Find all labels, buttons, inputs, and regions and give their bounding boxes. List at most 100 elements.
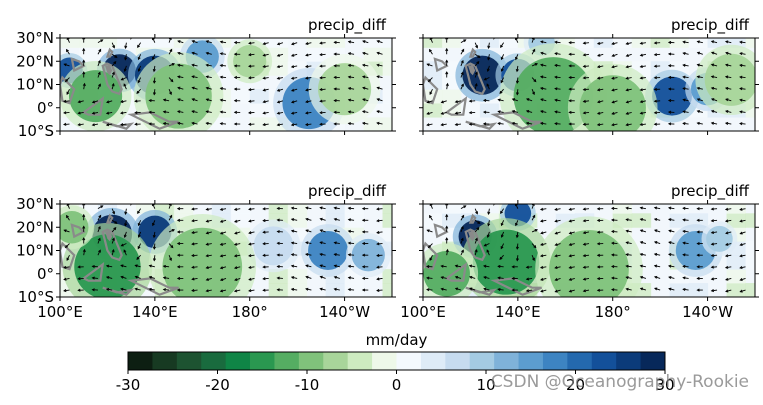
- colorbar-segment: [152, 352, 178, 370]
- map-panel-1: precip_diff 30°N 20°N 10°N 0° 10°S: [16, 16, 396, 140]
- wind-vector-head: [540, 51, 544, 55]
- wind-vector-head: [171, 63, 175, 66]
- field-cell: [423, 38, 443, 48]
- wind-vector-head: [668, 241, 672, 245]
- wind-vector-head: [725, 110, 729, 114]
- wind-vector-head: [134, 99, 138, 103]
- wind-vector-head: [333, 287, 337, 291]
- wind-vector-head: [653, 217, 658, 222]
- wind-vector-head: [305, 76, 309, 80]
- wind-vector-head: [333, 40, 337, 44]
- wind-vector-head: [248, 265, 252, 269]
- wind-vector-head: [426, 229, 430, 233]
- wind-vector-head: [739, 98, 743, 102]
- wind-vector-head: [361, 265, 366, 269]
- wind-vector-head: [696, 109, 700, 113]
- wind-vector-head: [654, 287, 658, 291]
- wind-vector-head: [625, 100, 629, 104]
- wind-vector-head: [710, 289, 715, 293]
- wind-vector-head: [696, 75, 700, 79]
- field-cell: [382, 227, 392, 242]
- wind-vector-head: [63, 289, 67, 293]
- wind-vector-head: [248, 53, 252, 57]
- wind-vector-head: [114, 54, 118, 58]
- wind-vector-head: [248, 111, 252, 115]
- wind-vector-head: [596, 111, 601, 115]
- wind-vector-head: [77, 111, 81, 115]
- wind-vector-head: [376, 253, 380, 258]
- wind-vector-head: [539, 75, 544, 79]
- wind-vector-head: [696, 51, 701, 55]
- coastline: [70, 223, 86, 239]
- wind-vector-head: [63, 99, 67, 103]
- wind-vector-head: [152, 80, 156, 84]
- field-cell: [382, 103, 392, 118]
- wind-vector-head: [611, 54, 615, 57]
- wind-vector-head: [137, 44, 140, 49]
- wind-vector-head: [333, 122, 337, 126]
- wind-vector-head: [611, 88, 615, 92]
- wind-vector-head: [668, 218, 672, 222]
- field-cell: [631, 213, 652, 228]
- wind-vector-head: [233, 87, 238, 91]
- wind-vector-head: [445, 47, 449, 52]
- wind-vector-head: [682, 253, 686, 257]
- wind-vector-head: [611, 123, 615, 127]
- wind-vector-head: [668, 287, 672, 291]
- lon-tick-label: 140°E: [132, 303, 178, 321]
- colorbar-segment: [274, 352, 300, 370]
- field-cell: [363, 38, 384, 48]
- wind-vector-head: [482, 122, 487, 126]
- wind-vector-head: [137, 222, 141, 227]
- wind-vector-head: [176, 276, 181, 280]
- wind-vector-head: [429, 48, 432, 53]
- coastline: [465, 286, 498, 296]
- wind-vector-head: [515, 246, 519, 250]
- wind-vector-head: [682, 40, 686, 44]
- wind-vector-head: [483, 77, 487, 81]
- wind-vector-head: [667, 64, 672, 68]
- wind-vector-head: [532, 48, 536, 52]
- colorbar-segment: [372, 352, 397, 370]
- wind-vector-head: [515, 222, 518, 227]
- wind-vector-head: [460, 59, 464, 64]
- field-cell: [249, 89, 270, 104]
- map-field: [60, 204, 392, 297]
- lon-tick-label: 140°W: [682, 303, 733, 321]
- field-cell: [325, 204, 346, 214]
- wind-vector-head: [205, 63, 209, 67]
- field-cell: [287, 213, 308, 228]
- wind-vector-head: [333, 52, 337, 56]
- field-cell: [593, 38, 614, 48]
- wind-vector-head: [475, 45, 479, 49]
- wind-vector-head: [596, 218, 601, 222]
- wind-vector-head: [445, 213, 449, 218]
- wind-vector-head: [91, 123, 95, 127]
- wind-vector-head: [333, 206, 337, 210]
- wind-vector-head: [123, 83, 127, 87]
- wind-vector-head: [525, 121, 530, 125]
- wind-vector-head: [276, 276, 280, 280]
- wind-vector-head: [483, 276, 487, 280]
- wind-vector-head: [347, 288, 351, 292]
- wind-vector-head: [429, 204, 433, 206]
- wind-vector-head: [162, 264, 167, 268]
- coastline: [490, 111, 542, 130]
- wind-vector-head: [725, 277, 729, 281]
- wind-vector-head: [534, 229, 538, 232]
- lat-tick-label: 20°N: [16, 218, 54, 236]
- coastline: [465, 120, 498, 130]
- precip-anomaly: [308, 230, 348, 271]
- coastline: [444, 261, 468, 282]
- colorbar-segment: [347, 352, 373, 370]
- wind-vector-head: [361, 276, 366, 280]
- wind-vector-head: [305, 241, 309, 245]
- wind-vector-head: [539, 254, 544, 258]
- wind-vector-head: [582, 277, 587, 281]
- wind-vector-head: [134, 264, 138, 268]
- coastline: [423, 241, 439, 271]
- wind-vector-head: [98, 83, 101, 87]
- wind-vector-head: [205, 289, 209, 293]
- field-cell: [441, 38, 462, 48]
